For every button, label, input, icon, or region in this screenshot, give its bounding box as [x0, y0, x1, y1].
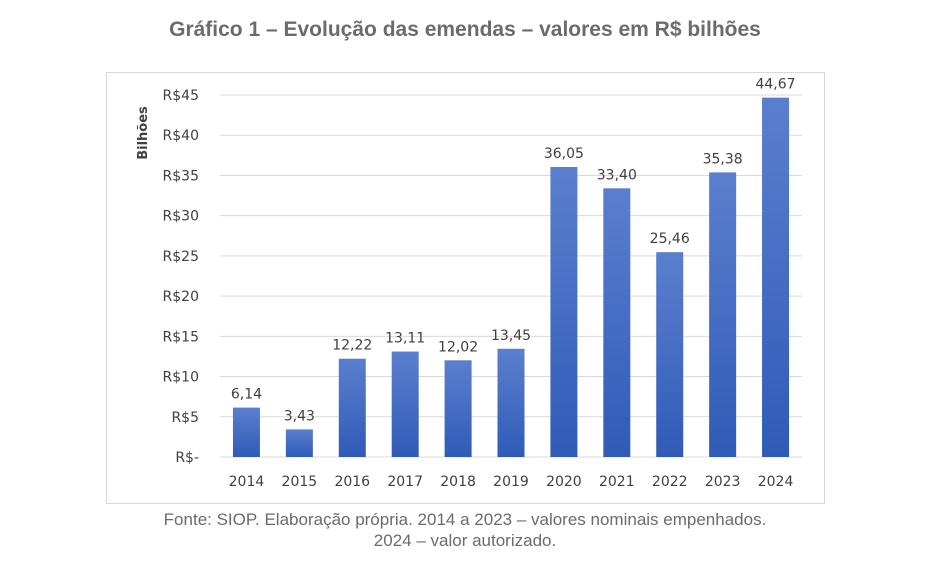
y-tick-label: R$35: [163, 168, 199, 184]
y-tick-label: R$40: [163, 128, 199, 144]
data-label-2022: 25,46: [650, 231, 690, 247]
y-tick-label: R$-: [175, 450, 199, 466]
source-note: Fonte: SIOP. Elaboração própria. 2014 a …: [0, 509, 930, 551]
bar-2017: [391, 351, 419, 457]
data-label-2014: 6,14: [231, 387, 262, 403]
bar-2015: [285, 429, 313, 457]
x-tick-label-2022: 2022: [652, 474, 688, 490]
x-tick-label-2016: 2016: [334, 474, 370, 490]
bar-2016: [338, 358, 366, 457]
y-tick-label: R$45: [163, 88, 199, 104]
x-tick-label-2020: 2020: [546, 474, 582, 490]
x-tick-label-2023: 2023: [705, 474, 741, 490]
x-tick-label-2024: 2024: [758, 474, 794, 490]
x-tick-label-2019: 2019: [493, 474, 529, 490]
x-tick-label-2021: 2021: [599, 474, 635, 490]
y-tick-label: R$30: [163, 209, 199, 225]
x-tick-label-2015: 2015: [282, 474, 318, 490]
source-line-2: 2024 – valor autorizado.: [373, 531, 557, 550]
y-tick-label: R$10: [163, 370, 199, 386]
y-tick-label: R$20: [163, 289, 199, 305]
chart-title: Gráfico 1 – Evolução das emendas – valor…: [169, 18, 761, 41]
bar-2020: [550, 166, 578, 457]
bar-2018: [444, 360, 472, 457]
source-line-1: Fonte: SIOP. Elaboração própria. 2014 a …: [163, 510, 767, 529]
x-tick-label-2017: 2017: [387, 474, 423, 490]
bar-2024: [762, 97, 790, 457]
y-tick-label: R$25: [163, 249, 199, 265]
data-label-2021: 33,40: [597, 167, 637, 183]
data-label-2016: 12,22: [332, 338, 372, 354]
y-tick-label: R$5: [171, 410, 199, 426]
data-label-2018: 12,02: [438, 339, 478, 355]
data-label-2020: 36,05: [544, 146, 584, 162]
data-label-2015: 3,43: [284, 408, 315, 424]
y-tick-label: R$15: [163, 329, 199, 345]
bar-2019: [497, 348, 525, 457]
bar-2022: [656, 252, 684, 457]
data-label-2017: 13,11: [385, 331, 425, 347]
x-tick-label-2018: 2018: [440, 474, 476, 490]
bar-2023: [709, 172, 737, 457]
bar-2014: [232, 407, 260, 457]
data-label-2023: 35,38: [703, 151, 743, 167]
x-tick-label-2014: 2014: [229, 474, 265, 490]
data-label-2024: 44,67: [755, 77, 795, 93]
bar-2021: [603, 188, 631, 457]
y-axis-title: Bilhões: [136, 106, 151, 160]
data-label-2019: 13,45: [491, 328, 531, 344]
